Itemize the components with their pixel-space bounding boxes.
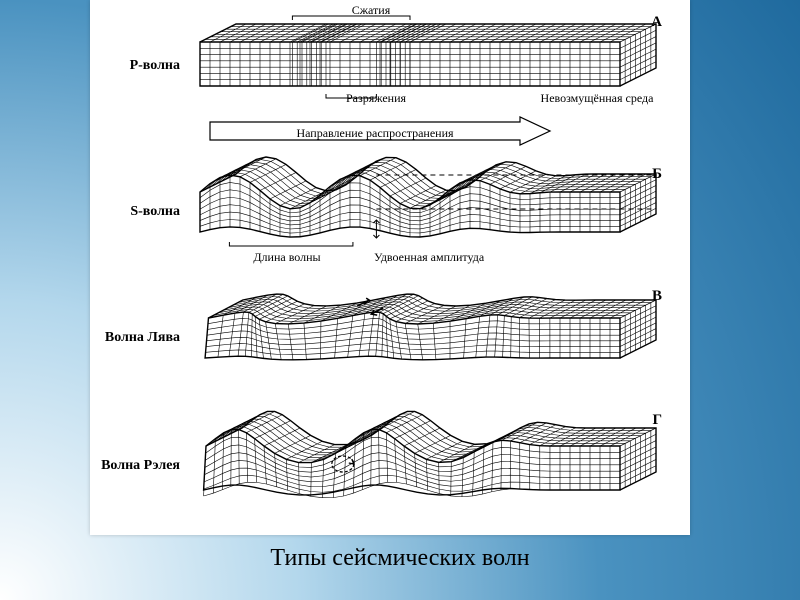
- undisturbed-label: Невозмущённая среда: [532, 92, 662, 105]
- love-wave-label: Волна Лява: [90, 330, 180, 346]
- figure-card: P-волна S-волна Волна Лява Волна Рэлея А…: [90, 0, 690, 535]
- panel-letter-b: Б: [652, 166, 662, 183]
- p-wave-label: P-волна: [90, 58, 180, 74]
- caption: Типы сейсмических волн: [0, 545, 800, 572]
- s-wave-label: S-волна: [90, 204, 180, 220]
- rarefaction-label: Разряжения: [326, 92, 426, 105]
- panel-letter-g: Г: [652, 412, 662, 429]
- double-amp-label: Удвоенная амплитуда: [374, 251, 524, 264]
- wave-diagrams: [90, 0, 690, 535]
- panel-letter-a: А: [651, 14, 662, 31]
- rayleigh-wave-label: Волна Рэлея: [90, 458, 180, 474]
- panel-letter-v: В: [652, 288, 662, 305]
- propagation-label: Направление распространения: [250, 127, 500, 140]
- compression-label: Сжатия: [326, 4, 416, 17]
- wavelength-label: Длина волны: [232, 251, 342, 264]
